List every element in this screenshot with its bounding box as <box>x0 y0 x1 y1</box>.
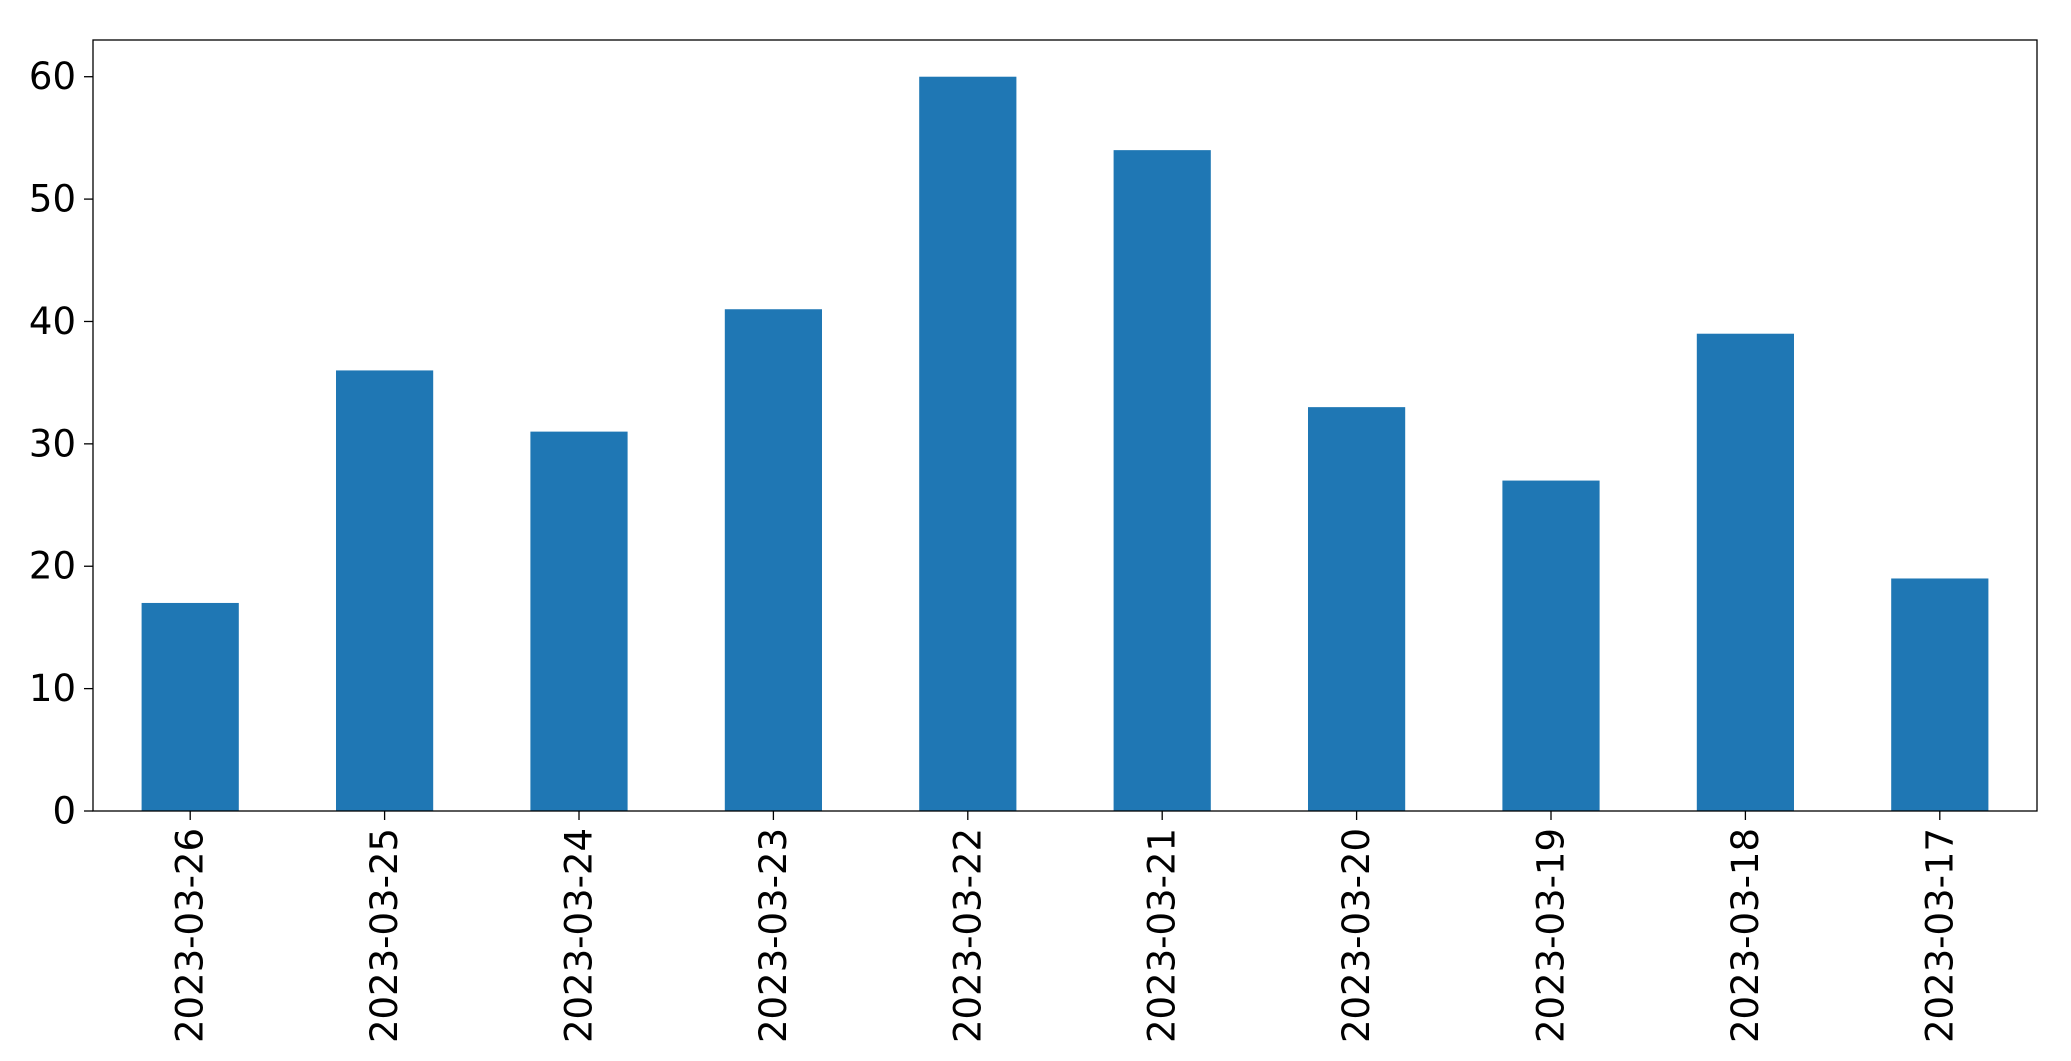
x-tick-label: 2023-03-20 <box>1335 828 1378 1043</box>
bar-2023-03-17 <box>1891 578 1989 811</box>
x-tick-label: 2023-03-24 <box>558 828 601 1043</box>
plot-frame <box>92 39 2038 812</box>
y-tick-label: 40 <box>29 300 76 343</box>
y-axis: 0 10 20 30 40 50 60 <box>29 55 93 833</box>
bar-2023-03-18 <box>1696 333 1794 811</box>
bar-2023-03-21 <box>1113 150 1211 812</box>
x-tick-label: 2023-03-19 <box>1530 828 1573 1043</box>
bars-group <box>141 76 1989 812</box>
x-tick-label: 2023-03-18 <box>1724 828 1767 1043</box>
x-tick-label: 2023-03-23 <box>752 828 795 1043</box>
y-tick-label: 50 <box>29 178 76 221</box>
y-tick-label: 60 <box>29 55 76 98</box>
bar-2023-03-26 <box>141 602 239 811</box>
y-tick-label: 30 <box>29 422 76 465</box>
bar-2023-03-19 <box>1502 480 1600 811</box>
x-axis: 2023-03-26 2023-03-25 2023-03-24 2023-03-23… <box>169 811 1961 1043</box>
x-tick-label: 2023-03-26 <box>169 828 212 1043</box>
bar-2023-03-24 <box>530 431 628 811</box>
y-tick-label: 10 <box>29 667 76 710</box>
bar-2023-03-23 <box>724 309 822 811</box>
bar-2023-03-25 <box>336 370 434 811</box>
y-tick-label: 0 <box>52 790 76 833</box>
x-tick-label: 2023-03-22 <box>946 828 989 1043</box>
x-tick-label: 2023-03-21 <box>1141 828 1184 1043</box>
x-tick-label: 2023-03-25 <box>363 828 406 1043</box>
x-tick-label: 2023-03-17 <box>1918 828 1961 1043</box>
bar-2023-03-20 <box>1308 407 1406 811</box>
y-tick-label: 20 <box>29 545 76 588</box>
bar-2023-03-22 <box>919 76 1017 811</box>
